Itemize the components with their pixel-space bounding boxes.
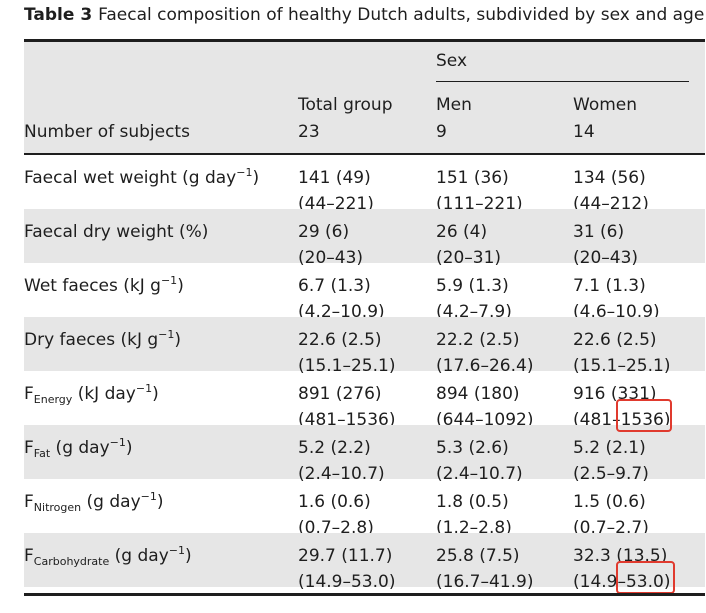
row-label-label-sup: −1 xyxy=(140,490,157,503)
top-rule xyxy=(24,39,705,42)
row-label-label-sup: −1 xyxy=(236,166,253,179)
row-label-label-sup: −1 xyxy=(158,328,175,341)
cell-men-mean: 151 (36) xyxy=(436,168,509,188)
row-label: FEnergy (kJ day−1) xyxy=(24,382,159,406)
row-label-label: Dry faeces (kJ g xyxy=(24,330,159,350)
table-header xyxy=(24,42,705,153)
cell-men-range: (2.4–10.7) xyxy=(436,464,523,484)
row-label-label-after: ) xyxy=(152,384,159,404)
cell-total-range: (15.1–25.1) xyxy=(298,356,396,376)
row-label-label-after: ) xyxy=(125,438,133,458)
header-women: Women xyxy=(573,95,638,115)
row-band xyxy=(24,425,705,479)
header-men: Men xyxy=(436,95,472,115)
row-label: Dry faeces (kJ g−1) xyxy=(24,328,182,350)
row-label-label: F xyxy=(24,438,34,458)
row-label: Faecal dry weight (%) xyxy=(24,222,208,242)
cell-women-range: (15.1–25.1) xyxy=(573,356,671,376)
row-label-label-after: ) xyxy=(156,492,164,512)
cell-men-mean: 22.2 (2.5) xyxy=(436,330,520,350)
row-band xyxy=(24,317,705,371)
row-label-label-sub: Nitrogen xyxy=(33,501,82,514)
cell-total-mean: 891 (276) xyxy=(298,384,382,404)
header-subjects-total: 23 xyxy=(298,122,320,142)
row-label-label-sub: Energy xyxy=(33,393,73,406)
row-label-label-mid: (g day xyxy=(81,492,141,512)
cell-total-mean: 29.7 (11.7) xyxy=(298,546,393,566)
header-rule xyxy=(24,153,705,155)
header-subjects-women: 14 xyxy=(573,122,595,142)
cell-total-range: (20–43) xyxy=(298,248,364,268)
row-label-label: F xyxy=(24,384,34,404)
row-band xyxy=(24,533,705,587)
cell-total-range: (2.4–10.7) xyxy=(298,464,385,484)
cell-women-range: (14.9–53.0) xyxy=(573,572,671,592)
cell-women-mean: 1.5 (0.6) xyxy=(573,492,646,512)
cell-men-range: (16.7–41.9) xyxy=(436,572,534,592)
cell-total-mean: 6.7 (1.3) xyxy=(298,276,371,296)
row-label-label-sub: Carbohydrate xyxy=(33,555,110,568)
cell-men-mean: 5.9 (1.3) xyxy=(436,276,509,296)
table-caption: Table 3 Faecal composition of healthy Dut… xyxy=(24,5,704,25)
highlight-box-energy xyxy=(616,399,672,432)
cell-women-mean: 7.1 (1.3) xyxy=(573,276,646,296)
row-label: FCarbohydrate (g day−1) xyxy=(24,544,192,568)
cell-men-range: (20–31) xyxy=(436,248,502,268)
cell-total-mean: 22.6 (2.5) xyxy=(298,330,382,350)
cell-women-range: (2.5–9.7) xyxy=(573,464,649,484)
row-band xyxy=(24,209,705,263)
row-label-label-after: ) xyxy=(177,276,184,296)
cell-total-mean: 1.6 (0.6) xyxy=(298,492,371,512)
row-label: Wet faeces (kJ g−1) xyxy=(24,274,184,296)
cell-total-mean: 5.2 (2.2) xyxy=(298,438,371,458)
row-label-label-after: ) xyxy=(174,330,182,350)
row-label-label-after: ) xyxy=(252,168,260,188)
cell-men-mean: 26 (4) xyxy=(436,222,488,242)
row-label-label-mid: (kJ day xyxy=(72,384,136,404)
cell-women-mean: 5.2 (2.1) xyxy=(573,438,646,458)
row-label: FFat (g day−1) xyxy=(24,436,133,460)
row-label: FNitrogen (g day−1) xyxy=(24,490,164,514)
bottom-rule xyxy=(24,593,705,596)
table-title: Faecal composition of healthy Dutch adul… xyxy=(98,5,705,25)
row-label-label: F xyxy=(24,492,34,512)
cell-total-mean: 29 (6) xyxy=(298,222,350,242)
row-label-label: Faecal wet weight (g day xyxy=(24,168,237,188)
row-label-label-sup: −1 xyxy=(109,436,126,449)
cell-women-range: (20–43) xyxy=(573,248,639,268)
cell-women-mean: 31 (6) xyxy=(573,222,625,242)
cell-men-mean: 25.8 (7.5) xyxy=(436,546,520,566)
row-label-label-sup: −1 xyxy=(135,382,153,395)
row-label-label-mid: (g day xyxy=(50,438,110,458)
row-label-label-mid: (g day xyxy=(109,546,169,566)
cell-total-range: (14.9–53.0) xyxy=(298,572,396,592)
row-label-label: F xyxy=(24,546,34,566)
row-label-label-after: ) xyxy=(184,546,192,566)
cell-women-mean: 134 (56) xyxy=(573,168,646,188)
header-total-group: Total group xyxy=(298,95,393,115)
sex-header-rule xyxy=(436,81,689,82)
row-label-label-sub: Fat xyxy=(33,447,51,460)
header-subjects-men: 9 xyxy=(436,122,447,142)
header-sex: Sex xyxy=(436,51,468,71)
cell-men-mean: 1.8 (0.5) xyxy=(436,492,509,512)
row-label-label: Wet faeces (kJ g xyxy=(24,276,161,296)
cell-women-mean: 22.6 (2.5) xyxy=(573,330,657,350)
row-label: Faecal wet weight (g day−1) xyxy=(24,166,260,188)
cell-men-mean: 894 (180) xyxy=(436,384,520,404)
row-label-label-sup: −1 xyxy=(160,274,178,287)
cell-men-range: (17.6–26.4) xyxy=(436,356,534,376)
cell-men-mean: 5.3 (2.6) xyxy=(436,438,509,458)
row-label-label-sup: −1 xyxy=(168,544,185,557)
cell-total-mean: 141 (49) xyxy=(298,168,371,188)
header-subjects-label: Number of subjects xyxy=(24,122,190,142)
table-label: Table 3 xyxy=(24,5,93,25)
row-label-label: Faecal dry weight (%) xyxy=(24,222,209,242)
highlight-box-carbohydrate xyxy=(616,561,675,594)
